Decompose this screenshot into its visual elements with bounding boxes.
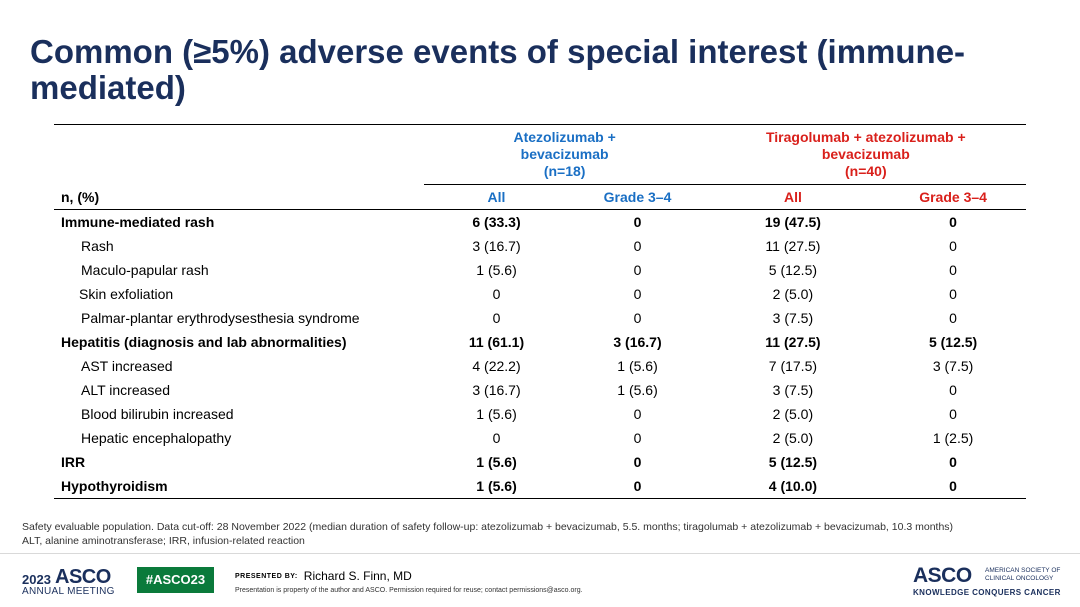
table-group-header: Atezolizumab + bevacizumab (n=18) Tirago…: [54, 129, 1026, 185]
cell-value: 0: [492, 286, 501, 302]
table-row: IRR 1 (5.6) 0 5 (12.5) 0: [54, 450, 1026, 474]
cell-value: 0: [949, 286, 957, 302]
cell-value: 0: [492, 430, 501, 446]
cell-value: 0: [633, 238, 642, 254]
row-label: AST increased: [81, 358, 173, 374]
table-row: Hepatic encephalopathy 0 0 2 (5.0) 1 (2.…: [54, 426, 1026, 450]
cell-value: 4 (22.2): [472, 358, 521, 374]
group-header-tira-atezo-bev: Tiragolumab + atezolizumab + bevacizumab…: [705, 129, 1026, 185]
cell-value: 5 (12.5): [768, 454, 818, 470]
cell-value: 0: [949, 310, 957, 326]
cell-value: 0: [633, 430, 642, 446]
hashtag-badge: #ASCO23: [137, 567, 214, 593]
property-notice: Presentation is property of the author a…: [235, 587, 583, 594]
row-label: Skin exfoliation: [79, 286, 174, 302]
adverse-events-table: Atezolizumab + bevacizumab (n=18) Tirago…: [54, 124, 1026, 499]
column-header-grade-1: Grade 3–4: [569, 184, 706, 210]
table-row: Immune-mediated rash 6 (33.3) 0 19 (47.5…: [54, 210, 1026, 235]
cell-value: 3 (16.7): [613, 334, 662, 350]
table-row: Skin exfoliation 0 0 2 (5.0) 0: [54, 282, 1026, 306]
footnote: Safety evaluable population. Data cut-of…: [22, 520, 1062, 548]
row-label: Rash: [81, 238, 114, 254]
cell-value: 0: [633, 310, 642, 326]
table-row: Hypothyroidism 1 (5.6) 0 4 (10.0) 0: [54, 474, 1026, 499]
cell-value: 1 (5.6): [476, 454, 517, 470]
presented-by-label: PRESENTED BY:: [235, 573, 298, 580]
cell-value: 0: [880, 474, 1026, 499]
cell-value: 5 (12.5): [768, 262, 818, 278]
cell-value: 3 (7.5): [932, 358, 974, 374]
footnote-line: ALT, alanine aminotransferase; IRR, infu…: [22, 535, 305, 547]
row-label: Palmar-plantar erythrodysesthesia syndro…: [81, 310, 360, 326]
table-top-rule: [54, 124, 1026, 129]
table-row: Maculo-papular rash 1 (5.6) 0 5 (12.5) 0: [54, 258, 1026, 282]
cell-value: 0: [949, 214, 957, 230]
column-header-all-2: All: [705, 184, 881, 210]
cell-value: 0: [633, 262, 642, 278]
cell-value: 1 (2.5): [932, 430, 974, 446]
cell-value: 1 (5.6): [617, 358, 658, 374]
column-header-grade-2: Grade 3–4: [880, 184, 1026, 210]
asco-logo: ASCO AMERICAN SOCIETY OF CLINICAL ONCOLO…: [913, 564, 1061, 597]
table-row: Palmar-plantar erythrodysesthesia syndro…: [54, 306, 1026, 330]
table-sub-header: n, (%) All Grade 3–4 All Grade 3–4: [54, 184, 1026, 210]
cell-value: 0: [949, 238, 957, 254]
cell-value: 1 (5.6): [423, 474, 570, 499]
cell-value: 2 (5.0): [772, 286, 814, 302]
table-row: Hepatitis (diagnosis and lab abnormaliti…: [54, 330, 1026, 354]
cell-value: 0: [569, 474, 706, 499]
row-label: Hepatitis (diagnosis and lab abnormaliti…: [61, 334, 347, 350]
cell-value: 0: [949, 382, 957, 398]
cell-value: 6 (33.3): [472, 214, 521, 230]
asco-annual-meeting-logo: 2023 ASCO ANNUAL MEETING: [22, 566, 115, 597]
cell-value: 2 (5.0): [772, 430, 814, 446]
cell-value: 3 (16.7): [472, 382, 521, 398]
cell-value: 5 (12.5): [928, 334, 978, 350]
cell-value: 0: [492, 310, 501, 326]
cell-value: 3 (7.5): [772, 310, 814, 326]
footnote-line: Safety evaluable population. Data cut-of…: [22, 521, 954, 533]
cell-value: 0: [949, 262, 957, 278]
row-label: Blood bilirubin increased: [81, 406, 234, 422]
row-label: Maculo-papular rash: [81, 262, 209, 278]
table-row: Blood bilirubin increased 1 (5.6) 0 2 (5…: [54, 402, 1026, 426]
cell-value: 1 (5.6): [476, 262, 517, 278]
table-row: AST increased 4 (22.2) 1 (5.6) 7 (17.5) …: [54, 354, 1026, 378]
cell-value: 11 (27.5): [765, 334, 821, 350]
row-label: Hepatic encephalopathy: [81, 430, 232, 446]
row-label: IRR: [61, 454, 86, 470]
cell-value: 0: [633, 214, 642, 230]
cell-value: 3 (16.7): [472, 238, 521, 254]
table-row: Rash 3 (16.7) 0 11 (27.5) 0: [54, 234, 1026, 258]
cell-value: 11 (61.1): [468, 334, 525, 350]
cell-value: 0: [949, 406, 957, 422]
cell-value: 2 (5.0): [772, 406, 814, 422]
cell-value: 1 (5.6): [476, 406, 517, 422]
cell-value: 11 (27.5): [765, 238, 821, 254]
cell-value: 0: [949, 454, 957, 470]
cell-value: 4 (10.0): [705, 474, 881, 499]
row-label: Immune-mediated rash: [61, 214, 215, 230]
cell-value: 3 (7.5): [772, 382, 814, 398]
page-title: Common (≥5%) adverse events of special i…: [30, 33, 966, 106]
cell-value: 0: [633, 286, 642, 302]
cell-value: 0: [633, 406, 642, 422]
cell-value: 1 (5.6): [617, 382, 658, 398]
footer-divider: [0, 553, 1080, 554]
row-label: ALT increased: [81, 382, 170, 398]
cell-value: 19 (47.5): [764, 214, 821, 230]
group-header-atezo-bev: Atezolizumab + bevacizumab (n=18): [423, 129, 706, 185]
column-header-all-1: All: [423, 184, 570, 210]
row-label: Hypothyroidism: [54, 474, 424, 499]
presenter-name: Richard S. Finn, MD: [303, 569, 412, 583]
column-header-label: n, (%): [54, 184, 424, 210]
cell-value: 0: [633, 454, 642, 470]
cell-value: 7 (17.5): [768, 358, 818, 374]
presenter-line: PRESENTED BY: Richard S. Finn, MD: [235, 569, 412, 583]
table-row: ALT increased 3 (16.7) 1 (5.6) 3 (7.5) 0: [54, 378, 1026, 402]
